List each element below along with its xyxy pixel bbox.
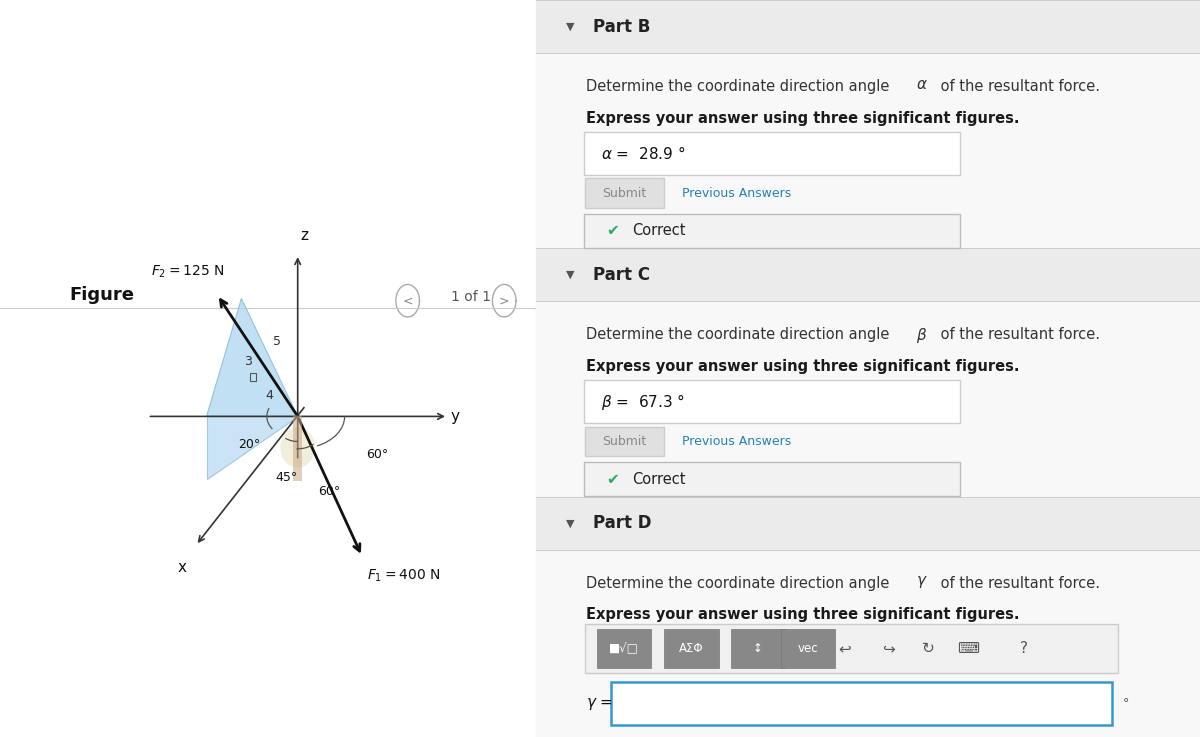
Bar: [536, 301, 1200, 497]
Text: ✔: ✔: [606, 223, 619, 238]
Text: Express your answer using three significant figures.: Express your answer using three signific…: [586, 359, 1020, 374]
FancyBboxPatch shape: [611, 682, 1112, 725]
Polygon shape: [206, 298, 298, 416]
Bar: [536, 550, 1200, 737]
Text: ↕: ↕: [754, 642, 763, 655]
FancyBboxPatch shape: [781, 629, 835, 668]
Text: 5: 5: [274, 335, 281, 348]
Text: 3: 3: [245, 354, 252, 368]
FancyBboxPatch shape: [584, 624, 1118, 673]
Text: °: °: [1122, 697, 1129, 710]
Text: ▼: ▼: [566, 21, 575, 32]
Text: $\beta$: $\beta$: [916, 326, 928, 345]
FancyBboxPatch shape: [584, 132, 960, 175]
Text: $F_2 = 125\ \mathrm{N}$: $F_2 = 125\ \mathrm{N}$: [151, 264, 224, 280]
Text: Submit: Submit: [602, 186, 647, 200]
Text: Submit: Submit: [602, 435, 647, 448]
Text: $\alpha$: $\alpha$: [916, 77, 928, 92]
FancyBboxPatch shape: [584, 380, 960, 423]
Bar: [536, 0, 1200, 53]
Text: 60°: 60°: [366, 448, 389, 461]
Text: Determine the coordinate direction angle: Determine the coordinate direction angle: [586, 79, 894, 94]
Text: $\gamma$: $\gamma$: [916, 574, 928, 590]
Text: x: x: [178, 560, 187, 575]
Text: ΑΣΦ: ΑΣΦ: [679, 642, 704, 655]
Text: ↻: ↻: [922, 641, 935, 656]
Text: $F_1 = 400\ \mathrm{N}$: $F_1 = 400\ \mathrm{N}$: [367, 567, 442, 584]
Text: ↩: ↩: [839, 641, 851, 656]
Text: Previous Answers: Previous Answers: [683, 435, 792, 448]
FancyBboxPatch shape: [584, 214, 960, 248]
Text: Express your answer using three significant figures.: Express your answer using three signific…: [586, 111, 1020, 125]
Text: of the resultant force.: of the resultant force.: [936, 79, 1100, 94]
Text: ▼: ▼: [566, 518, 575, 528]
FancyBboxPatch shape: [731, 629, 785, 668]
FancyBboxPatch shape: [665, 629, 719, 668]
Text: Correct: Correct: [632, 223, 686, 238]
Text: ⌨: ⌨: [956, 641, 979, 656]
Text: ↪: ↪: [882, 641, 894, 656]
Text: 4: 4: [266, 389, 274, 402]
Text: 60°: 60°: [318, 485, 340, 498]
Bar: [536, 248, 1200, 301]
Text: Part D: Part D: [593, 514, 652, 532]
Bar: [536, 53, 1200, 248]
Text: ■√□: ■√□: [610, 642, 638, 655]
FancyBboxPatch shape: [596, 629, 652, 668]
Text: $\gamma$ =: $\gamma$ =: [586, 696, 613, 712]
Text: 20°: 20°: [239, 438, 260, 451]
Text: vec: vec: [798, 642, 818, 655]
Text: of the resultant force.: of the resultant force.: [936, 327, 1100, 342]
Text: ?: ?: [1020, 641, 1028, 656]
FancyBboxPatch shape: [584, 178, 664, 208]
Text: Part B: Part B: [593, 18, 650, 35]
Ellipse shape: [281, 427, 316, 467]
Polygon shape: [206, 416, 298, 479]
Text: Correct: Correct: [632, 472, 686, 486]
Text: Figure: Figure: [70, 286, 134, 304]
Text: Determine the coordinate direction angle: Determine the coordinate direction angle: [586, 576, 894, 590]
Text: $\beta$ =  67.3 °: $\beta$ = 67.3 °: [601, 391, 685, 412]
Text: of the resultant force.: of the resultant force.: [936, 576, 1100, 590]
Text: Express your answer using three significant figures.: Express your answer using three signific…: [586, 607, 1020, 622]
Text: >: >: [499, 294, 510, 307]
FancyBboxPatch shape: [294, 416, 302, 481]
Text: $\alpha$ =  28.9 °: $\alpha$ = 28.9 °: [601, 144, 685, 162]
Text: 1 of 1: 1 of 1: [450, 290, 491, 304]
Text: ▼: ▼: [566, 270, 575, 280]
Text: Determine the coordinate direction angle: Determine the coordinate direction angle: [586, 327, 894, 342]
Text: ✔: ✔: [606, 472, 619, 486]
FancyBboxPatch shape: [584, 427, 664, 456]
Text: y: y: [450, 409, 460, 424]
Text: Part C: Part C: [593, 266, 650, 284]
Bar: [536, 497, 1200, 550]
Text: <: <: [402, 294, 413, 307]
FancyBboxPatch shape: [584, 462, 960, 496]
Text: z: z: [300, 228, 308, 243]
Text: 45°: 45°: [276, 471, 298, 484]
Text: Previous Answers: Previous Answers: [683, 186, 792, 200]
